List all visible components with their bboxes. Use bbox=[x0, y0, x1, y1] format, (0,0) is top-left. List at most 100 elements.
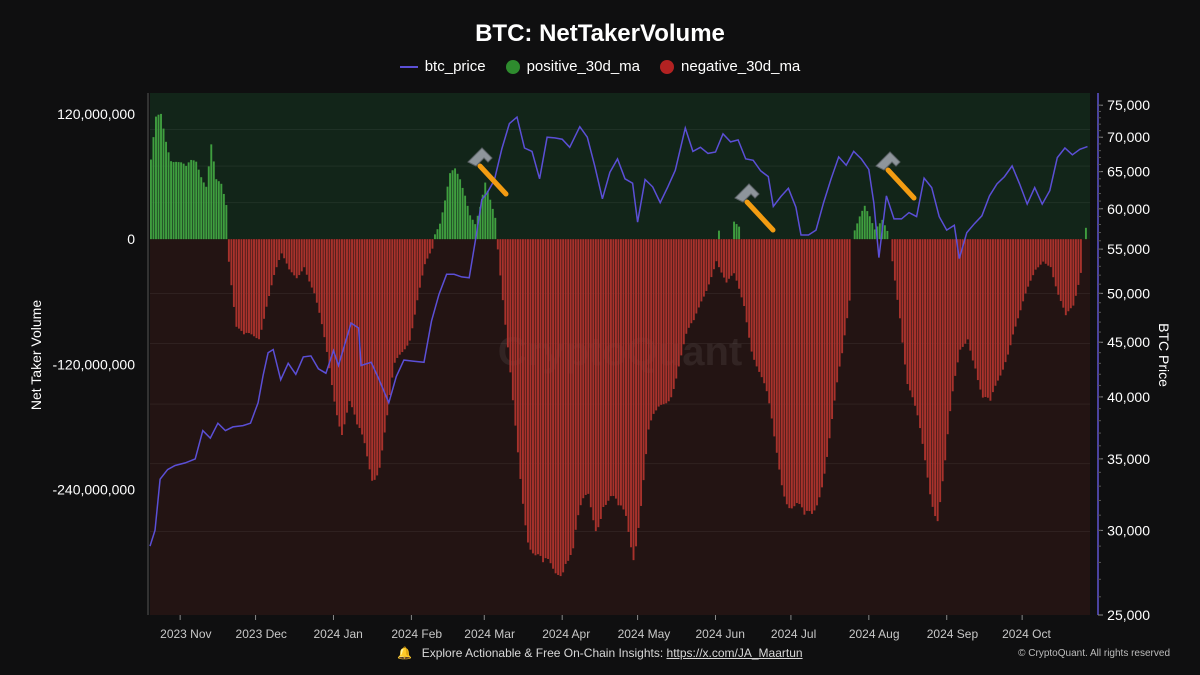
bar-positive bbox=[491, 208, 494, 240]
bar-negative bbox=[343, 239, 346, 425]
bar-negative bbox=[587, 239, 590, 494]
bar-negative bbox=[1012, 239, 1014, 335]
bar-negative bbox=[798, 239, 801, 504]
bar-negative bbox=[964, 239, 967, 344]
bar-negative bbox=[971, 239, 974, 361]
legend-item-negative[interactable]: negative_30d_ma bbox=[660, 58, 800, 75]
bar-negative bbox=[393, 239, 396, 363]
bar-negative bbox=[501, 239, 504, 301]
bar-negative bbox=[245, 239, 248, 333]
bar-negative bbox=[607, 239, 610, 501]
bar-negative bbox=[554, 239, 557, 574]
bar-negative bbox=[592, 239, 595, 521]
bar-negative bbox=[431, 239, 434, 249]
bar-negative bbox=[403, 239, 406, 350]
bar-negative bbox=[783, 239, 786, 497]
legend-item-positive[interactable]: positive_30d_ma bbox=[505, 58, 641, 75]
bar-negative bbox=[695, 239, 698, 314]
bar-positive bbox=[217, 181, 220, 240]
bar-negative bbox=[1032, 239, 1035, 276]
bar-negative bbox=[702, 239, 705, 297]
bar-negative bbox=[599, 239, 602, 519]
bar-negative bbox=[1047, 239, 1050, 266]
bar-negative bbox=[760, 239, 763, 378]
bar-negative bbox=[320, 239, 323, 325]
bar-negative bbox=[929, 239, 932, 495]
y-tick-label: -120,000,000 bbox=[52, 356, 135, 372]
bar-negative bbox=[569, 239, 572, 556]
bar-positive bbox=[481, 194, 484, 240]
bar-negative bbox=[1039, 239, 1042, 265]
bar-positive bbox=[197, 169, 200, 240]
x-tick-label: 2024 Jan bbox=[313, 627, 362, 641]
bar-negative bbox=[823, 239, 826, 474]
bar-negative bbox=[534, 239, 537, 556]
bar-negative bbox=[1009, 239, 1012, 346]
bar-negative bbox=[265, 239, 268, 307]
bar-negative bbox=[285, 239, 288, 264]
bar-negative bbox=[288, 239, 291, 270]
legend-item-btc-price[interactable]: btc_price bbox=[399, 58, 486, 75]
bar-negative bbox=[712, 239, 715, 270]
bar-negative bbox=[416, 239, 419, 301]
bar-negative bbox=[620, 239, 622, 506]
bar-negative bbox=[662, 239, 665, 405]
bar-negative bbox=[677, 239, 680, 367]
y2-tick-label: 75,000 bbox=[1107, 97, 1150, 113]
bar-negative bbox=[715, 239, 718, 262]
hammer-handle bbox=[744, 199, 776, 233]
bar-negative bbox=[1077, 239, 1080, 285]
bar-negative bbox=[227, 239, 230, 262]
bar-negative bbox=[506, 239, 509, 348]
bar-negative bbox=[745, 239, 748, 323]
bar-negative bbox=[1022, 239, 1025, 302]
bar-negative bbox=[361, 239, 364, 435]
bar-positive bbox=[202, 182, 205, 240]
legend-swatch-dot bbox=[505, 59, 520, 74]
bar-negative bbox=[710, 239, 713, 278]
bar-negative bbox=[617, 239, 620, 506]
footer-link[interactable]: https://x.com/JA_Maartun bbox=[666, 646, 803, 660]
bar-negative bbox=[836, 239, 839, 383]
bar-negative bbox=[622, 239, 625, 510]
bar-negative bbox=[356, 239, 359, 425]
bar-positive bbox=[471, 219, 474, 240]
legend-label: positive_30d_ma bbox=[526, 58, 641, 75]
bar-negative bbox=[743, 239, 746, 307]
bar-negative bbox=[564, 239, 567, 564]
bar-negative bbox=[675, 239, 678, 379]
bar-negative bbox=[778, 239, 781, 470]
bar-negative bbox=[755, 239, 758, 367]
bar-negative bbox=[1017, 239, 1020, 319]
bar-positive bbox=[200, 177, 203, 240]
bar-negative bbox=[589, 239, 592, 508]
bar-positive bbox=[170, 161, 173, 240]
bar-negative bbox=[735, 239, 738, 281]
bar-negative bbox=[413, 239, 416, 315]
bar-negative bbox=[800, 239, 803, 508]
bar-negative bbox=[924, 239, 927, 461]
bar-negative bbox=[411, 239, 414, 329]
hammer-head bbox=[734, 183, 760, 203]
bar-negative bbox=[838, 239, 841, 367]
bar-negative bbox=[725, 239, 728, 283]
bar-positive bbox=[489, 199, 492, 240]
bar-negative bbox=[572, 239, 575, 549]
bar-negative bbox=[831, 239, 834, 420]
bar-positive bbox=[172, 162, 175, 240]
bar-positive bbox=[441, 212, 444, 240]
legend-swatch-line bbox=[399, 65, 418, 68]
bar-negative bbox=[275, 239, 278, 268]
bar-negative bbox=[946, 239, 949, 435]
bar-negative bbox=[816, 239, 818, 506]
bar-negative bbox=[230, 239, 233, 286]
bar-negative bbox=[557, 239, 560, 575]
x-tick-label: 2023 Dec bbox=[236, 627, 287, 641]
bar-negative bbox=[496, 239, 499, 250]
bar-negative bbox=[911, 239, 914, 398]
legend: btc_price positive_30d_ma negative_30d_m… bbox=[0, 58, 1200, 75]
bar-negative bbox=[939, 239, 942, 503]
bar-negative bbox=[773, 239, 776, 437]
bar-negative bbox=[328, 239, 331, 369]
bar-positive bbox=[165, 141, 167, 240]
